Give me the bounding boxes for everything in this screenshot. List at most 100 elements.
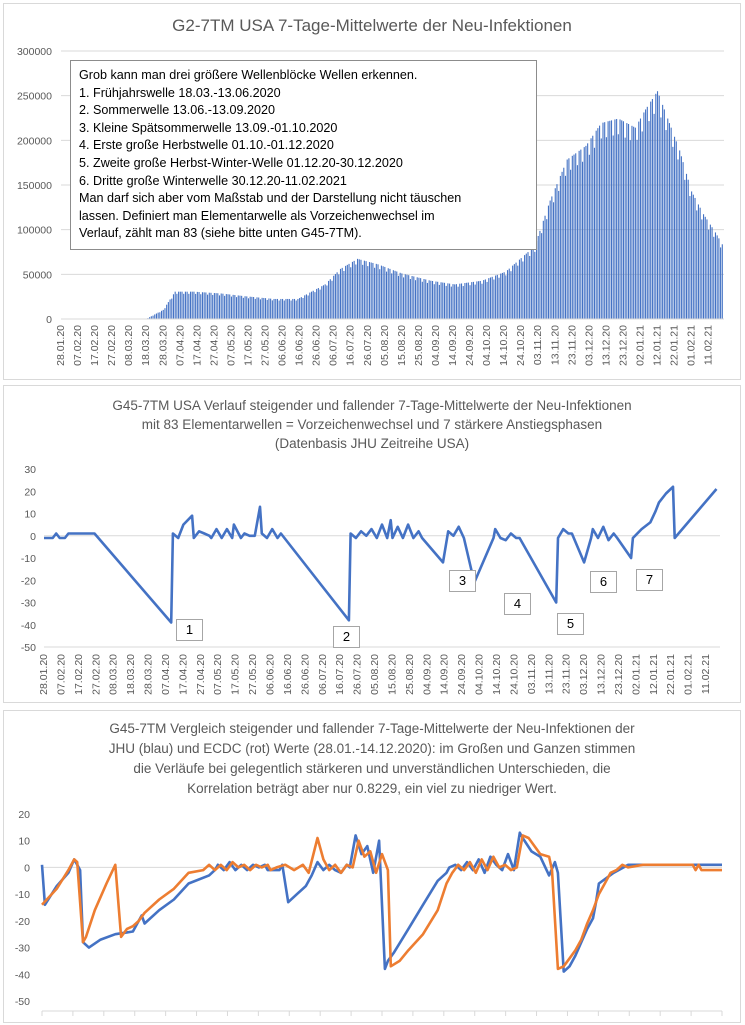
bar xyxy=(674,136,676,319)
bar xyxy=(171,298,173,319)
bar xyxy=(172,294,175,319)
bar xyxy=(389,268,391,319)
bar xyxy=(466,282,468,319)
bar xyxy=(292,298,294,319)
bar xyxy=(624,137,626,319)
bar xyxy=(230,296,232,319)
y-tick-label: 20 xyxy=(18,809,30,821)
annotation-line: 3. Kleine Spätsommerwelle 13.09.-01.10.2… xyxy=(79,120,338,135)
bar xyxy=(339,268,342,319)
bar xyxy=(193,291,195,319)
bar xyxy=(213,293,215,319)
x-tick-label: 08.03.20 xyxy=(108,654,120,695)
bar xyxy=(653,113,655,319)
bar xyxy=(263,297,265,319)
bar xyxy=(702,214,705,319)
phase-label: 4 xyxy=(504,593,531,615)
bar xyxy=(525,253,527,319)
y-tick-label: 10 xyxy=(24,509,36,521)
bar xyxy=(576,165,578,319)
chart-title: G45-7TM USA Verlauf steigender und falle… xyxy=(112,398,632,451)
bar xyxy=(329,279,331,319)
bar xyxy=(382,266,384,319)
bar xyxy=(437,281,439,319)
bar xyxy=(563,167,565,319)
bar xyxy=(397,275,400,319)
bar xyxy=(384,266,386,319)
bar xyxy=(256,297,258,319)
bar xyxy=(181,291,183,319)
x-tick-label: 07.02.20 xyxy=(72,325,84,366)
bar-chart: 0 50000 100000 150000 200000 250000 300000 28.0… xyxy=(17,46,724,366)
bar xyxy=(224,295,226,319)
bar xyxy=(524,255,526,319)
y-tick-label: 10 xyxy=(18,836,30,848)
x-tick-label: 06.07.20 xyxy=(328,325,340,366)
x-tick-label: 25.08.20 xyxy=(413,325,425,366)
chart-panel-cases: G2-7TM USA 7-Tage-Mittelwerte der Neu-In… xyxy=(3,3,741,380)
bar xyxy=(242,297,244,319)
x-tick-label: 01.02.21 xyxy=(686,325,698,366)
bar xyxy=(478,281,480,319)
x-tick-label: 05.08.20 xyxy=(369,654,381,695)
x-tick-label: 17.04.20 xyxy=(177,654,189,695)
x-tick-label: 16.06.20 xyxy=(294,325,306,366)
bar xyxy=(445,285,447,319)
x-tick-label: 17.05.20 xyxy=(230,654,242,695)
bar xyxy=(535,241,538,319)
bar xyxy=(338,274,340,319)
bar xyxy=(433,284,435,319)
bar xyxy=(464,283,466,319)
bar xyxy=(476,281,478,319)
bar xyxy=(414,280,417,319)
bar xyxy=(656,91,659,319)
bar xyxy=(149,317,151,319)
x-tick-label: 26.06.20 xyxy=(311,325,323,366)
y-tick-label: -30 xyxy=(15,943,30,955)
bar xyxy=(394,270,396,319)
x-tick-label: 27.05.20 xyxy=(260,325,272,366)
bar xyxy=(675,141,677,319)
bar xyxy=(355,264,357,319)
bar xyxy=(246,296,248,319)
bar xyxy=(374,267,376,319)
annotation-line: lassen. Definiert man Elementarwelle als… xyxy=(79,208,435,223)
bar xyxy=(387,268,389,319)
y-tick-label: 100000 xyxy=(17,225,52,237)
x-tick-label: 16.07.20 xyxy=(334,654,346,695)
bar xyxy=(295,300,297,319)
bar xyxy=(345,265,347,319)
bar xyxy=(326,285,328,319)
x-tick-label: 28.01.20 xyxy=(38,654,50,695)
x-tick-label: 24.10.20 xyxy=(508,654,520,695)
x-tick-label: 18.03.20 xyxy=(125,654,137,695)
x-tick-label: 11.02.21 xyxy=(700,654,712,694)
bar xyxy=(368,262,371,319)
bar xyxy=(191,291,193,319)
bar xyxy=(498,277,500,319)
x-tick-label: 14.10.20 xyxy=(491,654,503,695)
bar xyxy=(512,265,514,319)
bar xyxy=(556,184,558,319)
x-tick-label: 14.10.20 xyxy=(498,325,510,366)
y-tick-label: -30 xyxy=(21,598,36,610)
y-tick-label: 200000 xyxy=(17,135,52,147)
bar xyxy=(561,171,563,319)
bar xyxy=(334,274,336,319)
bar xyxy=(553,202,555,319)
bar xyxy=(178,291,180,319)
bar xyxy=(489,277,492,319)
bar xyxy=(542,220,544,319)
chart-title: G45-7TM Vergleich steigender und fallend… xyxy=(108,721,636,796)
bar xyxy=(404,274,406,319)
x-tick-label: 04.10.20 xyxy=(481,325,493,366)
bar xyxy=(406,274,408,319)
series-line xyxy=(40,831,722,973)
x-tick-label: 28.03.20 xyxy=(143,654,155,695)
bar xyxy=(559,175,561,319)
x-tick-label: 28.03.20 xyxy=(157,325,169,366)
bar xyxy=(179,291,181,319)
bar xyxy=(621,120,623,319)
x-tick-label: 02.01.21 xyxy=(634,325,646,366)
